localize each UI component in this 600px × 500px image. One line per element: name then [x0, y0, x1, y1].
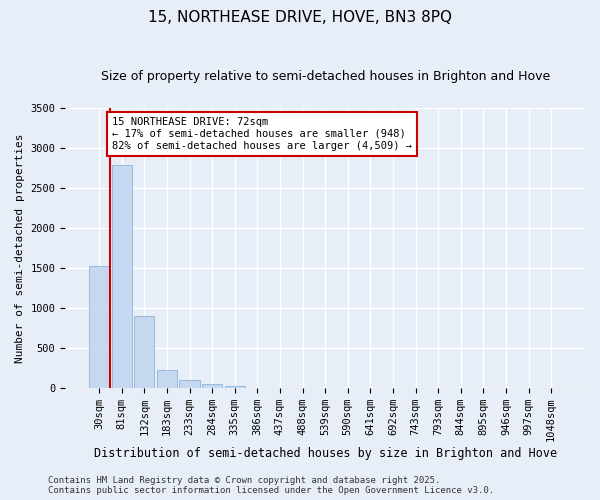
Text: 15, NORTHEASE DRIVE, HOVE, BN3 8PQ: 15, NORTHEASE DRIVE, HOVE, BN3 8PQ	[148, 10, 452, 25]
Title: Size of property relative to semi-detached houses in Brighton and Hove: Size of property relative to semi-detach…	[101, 70, 550, 83]
Bar	[202, 384, 222, 388]
Text: Contains HM Land Registry data © Crown copyright and database right 2025.
Contai: Contains HM Land Registry data © Crown c…	[48, 476, 494, 495]
Bar	[157, 370, 177, 388]
Bar	[112, 166, 132, 388]
Bar	[134, 316, 154, 388]
Y-axis label: Number of semi-detached properties: Number of semi-detached properties	[15, 133, 25, 362]
Bar	[89, 266, 109, 388]
Bar	[224, 386, 245, 388]
Text: 15 NORTHEASE DRIVE: 72sqm
← 17% of semi-detached houses are smaller (948)
82% of: 15 NORTHEASE DRIVE: 72sqm ← 17% of semi-…	[112, 118, 412, 150]
X-axis label: Distribution of semi-detached houses by size in Brighton and Hove: Distribution of semi-detached houses by …	[94, 447, 557, 460]
Bar	[179, 380, 200, 388]
